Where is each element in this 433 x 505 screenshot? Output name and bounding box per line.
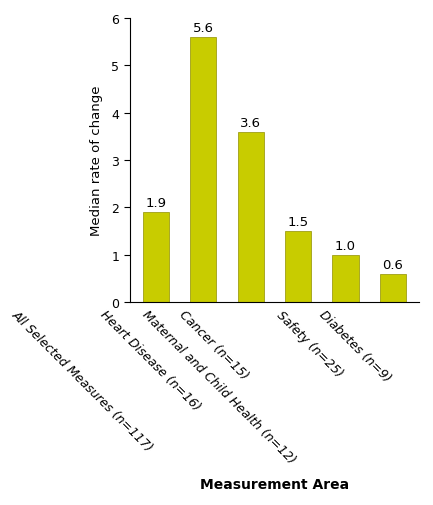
X-axis label: Measurement Area: Measurement Area	[200, 477, 349, 491]
Bar	[143, 213, 169, 302]
Bar	[380, 274, 406, 302]
Bar	[190, 38, 216, 302]
Text: 1.9: 1.9	[145, 197, 166, 210]
Text: 3.6: 3.6	[240, 117, 261, 129]
Text: 1.5: 1.5	[288, 216, 309, 229]
Text: 0.6: 0.6	[382, 258, 404, 271]
Bar	[333, 255, 359, 302]
Bar	[285, 231, 311, 302]
Bar	[238, 132, 264, 302]
Y-axis label: Median rate of change: Median rate of change	[90, 85, 103, 236]
Text: 5.6: 5.6	[193, 22, 214, 35]
Text: 1.0: 1.0	[335, 239, 356, 252]
